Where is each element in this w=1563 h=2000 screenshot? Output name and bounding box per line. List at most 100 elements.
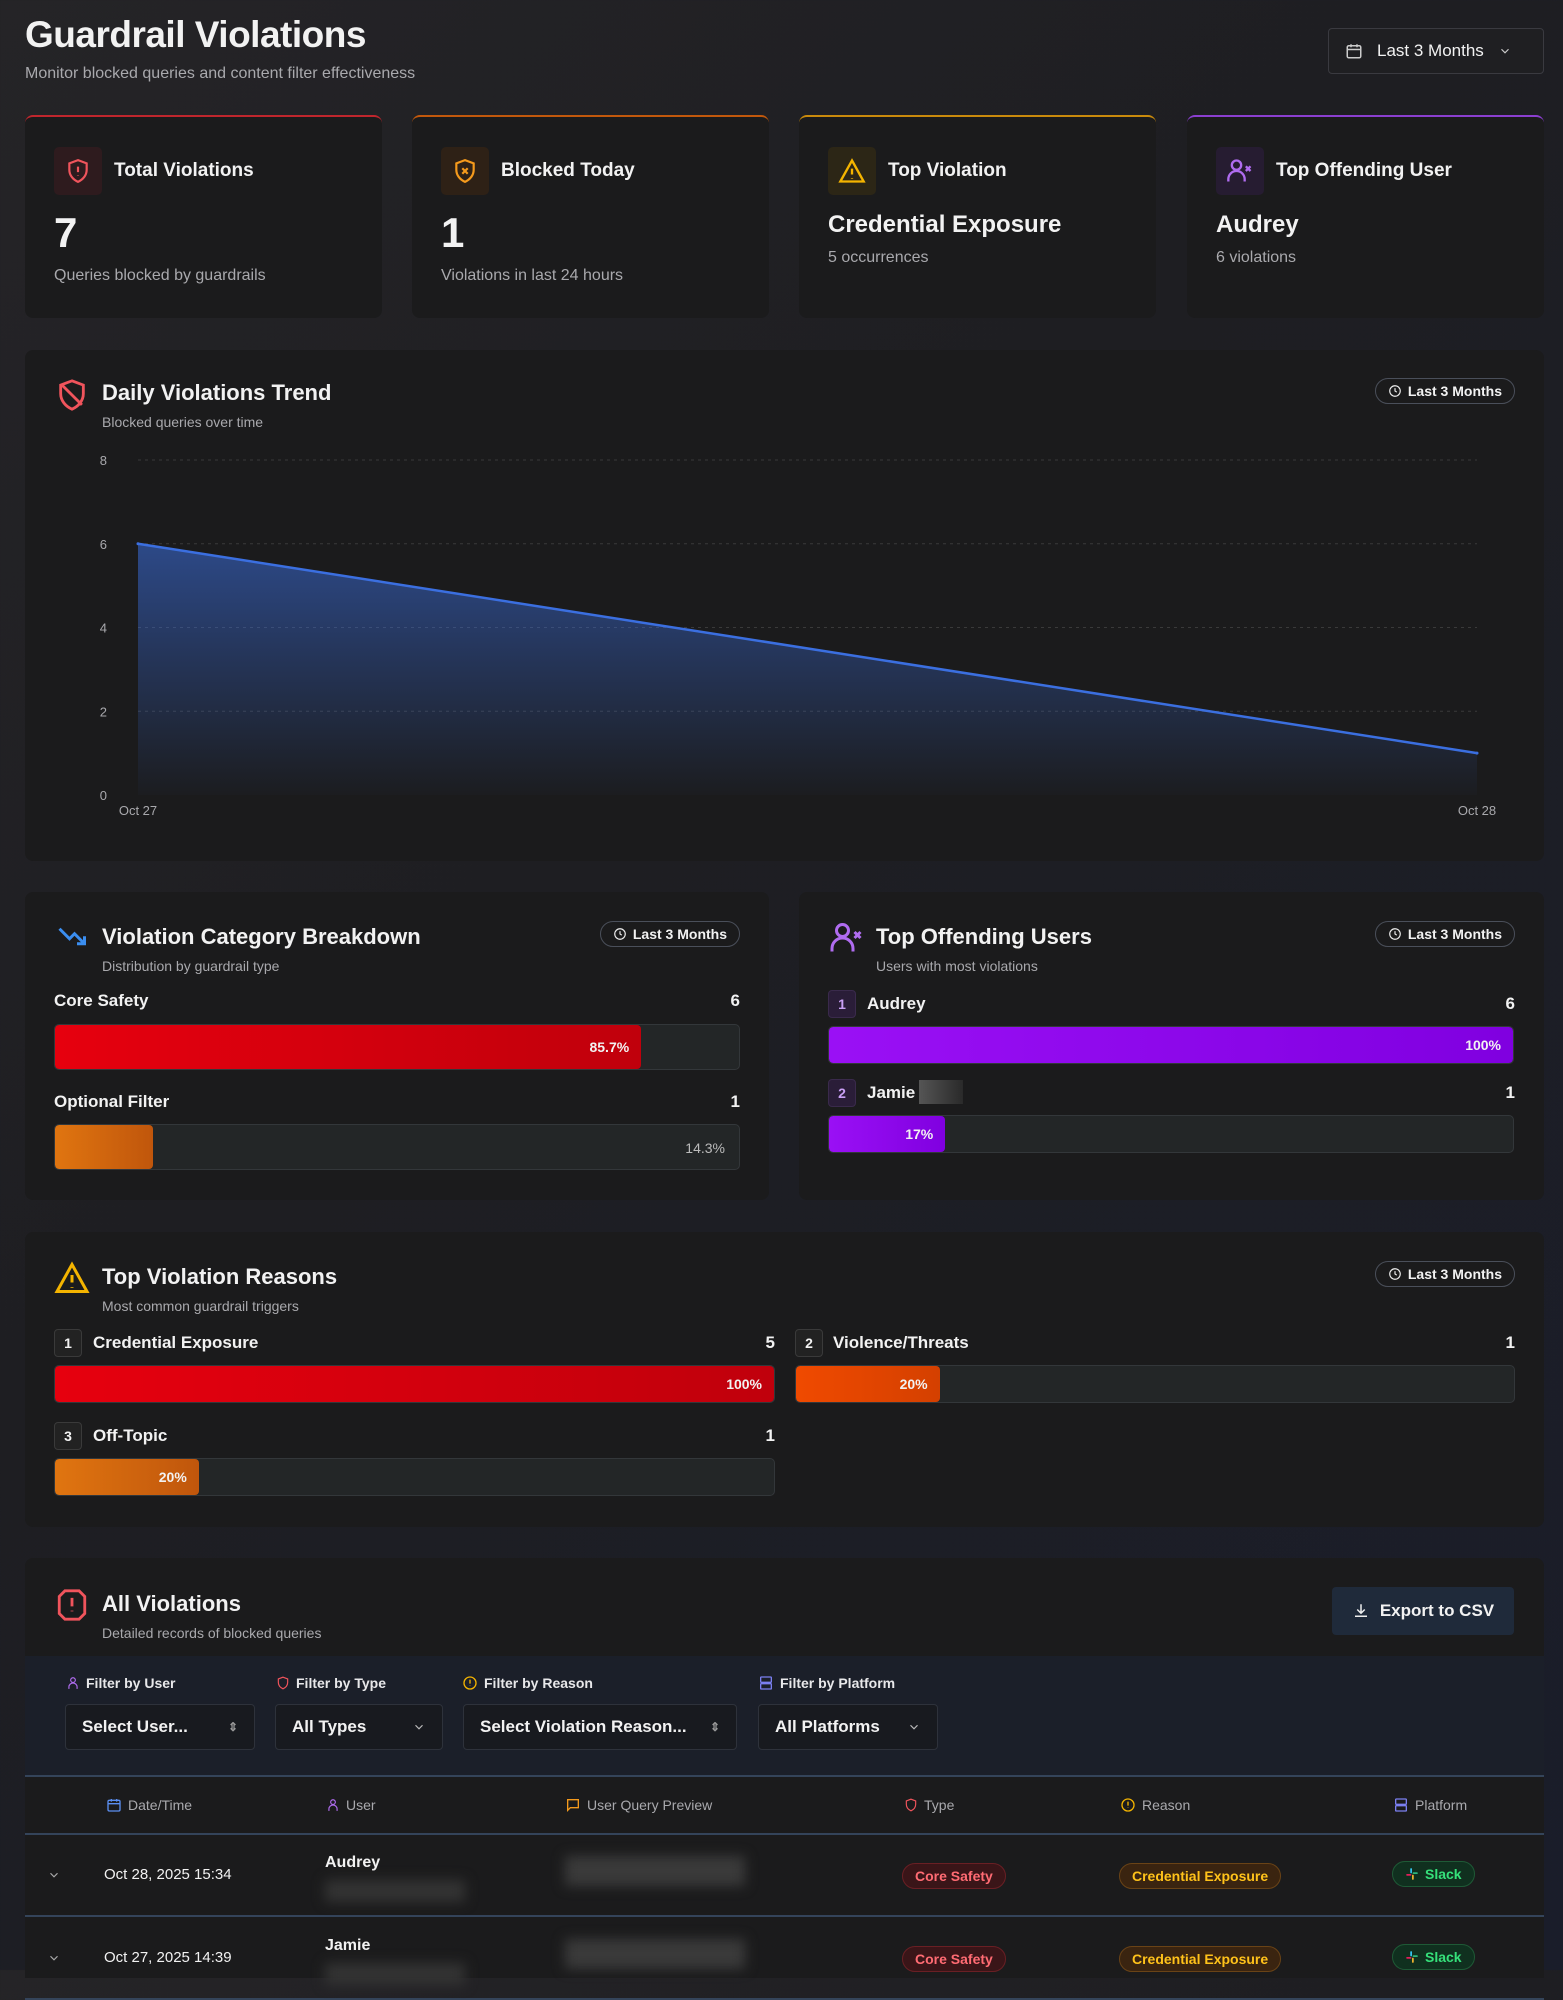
kpi-title: Top Violation	[888, 160, 1007, 181]
card-subtitle: Users with most violations	[876, 958, 1038, 974]
card-subtitle: Most common guardrail triggers	[102, 1298, 299, 1314]
rank-badge: 1	[828, 990, 856, 1018]
kpi-blocked-today: Blocked Today 1 Violations in last 24 ho…	[412, 115, 769, 318]
user-bar: 100%	[828, 1026, 1514, 1064]
calendar-icon	[107, 1799, 121, 1812]
kpi-desc: Queries blocked by guardrails	[54, 267, 266, 284]
violation-reasons-card: Top Violation Reasons Most common guardra…	[25, 1232, 1544, 1527]
card-title: Top Violation Reasons	[102, 1264, 338, 1289]
platform-badge: Slack	[1392, 1944, 1475, 1970]
card-title: Daily Violations Trend	[102, 380, 332, 405]
user-bar-fill: 100%	[829, 1027, 1513, 1063]
chevrons-up-down-icon: ⇕	[709, 1720, 720, 1734]
reason-bar: 100%	[54, 1365, 775, 1403]
col-platform[interactable]: Platform	[1393, 1797, 1467, 1813]
table-row[interactable]: Oct 28, 2025 15:34 Audrey Core Safety Cr…	[25, 1834, 1544, 1917]
reason-pct: 20%	[899, 1376, 928, 1392]
chevrons-up-down-icon: ⇕	[227, 1720, 238, 1734]
col-label: User Query Preview	[587, 1797, 713, 1813]
category-label: Core Safety	[54, 991, 149, 1010]
kpi-value: Credential Exposure	[828, 211, 1062, 238]
kpi-value: 7	[54, 209, 78, 256]
col-date[interactable]: Date/Time	[106, 1797, 192, 1813]
export-csv-button[interactable]: Export to CSV	[1332, 1587, 1514, 1635]
reason-bar-fill: 100%	[55, 1366, 774, 1402]
daily-trend-card: Daily Violations Trend Blocked queries ov…	[25, 350, 1544, 861]
warning-icon	[54, 1261, 90, 1293]
reason-name: Off-Topic	[93, 1426, 168, 1445]
y-tick-label: 6	[100, 537, 107, 552]
filter-type-label: Filter by Type	[276, 1675, 386, 1691]
card-subtitle: Blocked queries over time	[102, 414, 264, 430]
filter-label: Filter by Platform	[780, 1675, 896, 1691]
rank-badge: 1	[54, 1329, 82, 1357]
expand-chevron-icon[interactable]	[47, 1868, 61, 1882]
reason-bar: 20%	[795, 1365, 1515, 1403]
range-pill: Last 3 Months	[599, 921, 740, 947]
row-user: Jamie	[325, 1937, 371, 1954]
card-title: Violation Category Breakdown	[102, 924, 421, 949]
server-icon	[1395, 1798, 1407, 1812]
table-row[interactable]: Oct 27, 2025 14:39 Jamie Core Safety Cre…	[25, 1917, 1544, 2000]
type-badge: Core Safety	[902, 1863, 1006, 1889]
reason-filter-select[interactable]: Select Violation Reason... ⇕	[463, 1704, 737, 1750]
redacted-query-preview	[565, 1939, 745, 1969]
category-pct: 14.3%	[685, 1140, 725, 1156]
download-icon	[1354, 1604, 1367, 1617]
user-bar: 17%	[828, 1115, 1514, 1153]
type-filter-select[interactable]: All Types	[275, 1704, 443, 1750]
user-filter-select[interactable]: Select User... ⇕	[65, 1704, 255, 1750]
user-count: 6	[1505, 994, 1515, 1013]
filter-user-label: Filter by User	[66, 1675, 175, 1691]
card-subtitle: Detailed records of blocked queries	[102, 1625, 322, 1641]
category-count: 6	[730, 991, 740, 1010]
page-title: Guardrail Violations	[25, 14, 366, 55]
kpi-title: Total Violations	[114, 160, 254, 181]
platform-label: Slack	[1425, 1949, 1462, 1965]
filter-label: Filter by User	[86, 1675, 176, 1691]
alert-circle-icon	[463, 1676, 477, 1690]
category-breakdown-card: Violation Category Breakdown Distribution…	[25, 892, 769, 1200]
export-label: Export to CSV	[1379, 1601, 1495, 1620]
category-bar-fill	[55, 1125, 153, 1169]
category-count: 1	[730, 1092, 740, 1111]
col-query[interactable]: User Query Preview	[565, 1797, 712, 1813]
date-range-select[interactable]: Last 3 Months	[1328, 28, 1544, 74]
range-label: Last 3 Months	[1407, 1266, 1502, 1282]
kpi-total-violations: Total Violations 7 Queries blocked by gu…	[25, 115, 382, 318]
card-subtitle: Distribution by guardrail type	[102, 958, 280, 974]
expand-chevron-icon[interactable]	[47, 1951, 61, 1965]
shield-off-icon	[59, 379, 85, 411]
col-user[interactable]: User	[326, 1797, 376, 1813]
kpi-value: Audrey	[1216, 211, 1299, 238]
reason-bar-fill: 20%	[55, 1459, 199, 1495]
row-date: Oct 27, 2025 14:39	[104, 1949, 232, 1966]
platform-filter-select[interactable]: All Platforms	[758, 1704, 938, 1750]
x-tick-label: Oct 27	[119, 803, 157, 818]
alert-circle-icon	[1121, 1798, 1135, 1812]
kpi-top-user: Top Offending User Audrey 6 violations	[1187, 115, 1544, 318]
reason-pct: 100%	[726, 1376, 762, 1392]
rank-badge: 2	[828, 1079, 856, 1107]
range-pill: Last 3 Months	[1374, 921, 1515, 947]
kpi-desc: 5 occurrences	[828, 249, 929, 266]
clock-icon	[614, 928, 626, 940]
data-point	[136, 542, 140, 546]
redacted-surname	[919, 1080, 963, 1104]
user-icon	[328, 1799, 338, 1811]
series-line	[137, 542, 1478, 755]
user-name: Jamie	[867, 1083, 916, 1102]
col-reason[interactable]: Reason	[1120, 1797, 1190, 1813]
shield-icon	[905, 1798, 917, 1812]
select-value: All Types	[292, 1717, 367, 1736]
date-range-label: Last 3 Months	[1377, 41, 1484, 60]
kpi-desc: Violations in last 24 hours	[441, 267, 624, 284]
chevron-down-icon	[415, 1724, 423, 1730]
kpi-value: 1	[441, 209, 465, 256]
col-type[interactable]: Type	[904, 1797, 954, 1813]
category-bar-fill: 85.7%	[55, 1025, 642, 1069]
select-value: Select Violation Reason...	[480, 1717, 687, 1736]
rank-badge: 3	[54, 1422, 82, 1450]
col-label: Date/Time	[128, 1797, 193, 1813]
user-pct: 100%	[1465, 1037, 1501, 1053]
